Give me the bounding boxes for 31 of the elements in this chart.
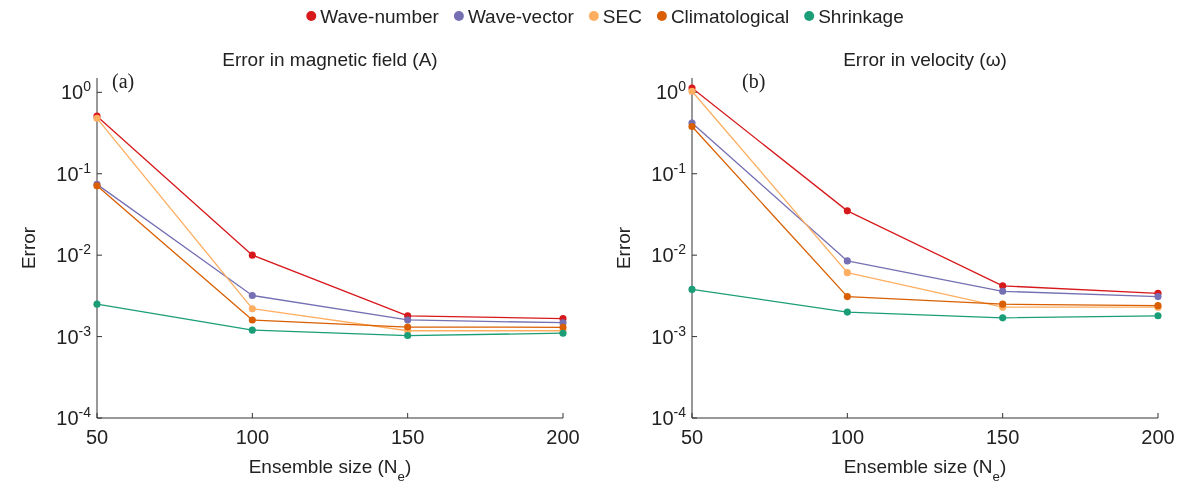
x-tick-label: 50 (680, 426, 704, 448)
y-tick-label: 10$^{-4}$ (651, 404, 687, 429)
x-tick-label: 200 (1141, 426, 1175, 448)
y-tick-label: 10$^{-1}$ (56, 159, 92, 185)
y-tick-label: 10$^{-3}$ (651, 322, 687, 348)
legend-label: Shrinkage (818, 5, 904, 27)
x-tick-label: 50 (85, 426, 109, 448)
y-tick-label: 10$^{-4}$ (56, 404, 92, 429)
y-tick-label: 10$^{-1}$ (651, 159, 687, 185)
legend-label: Wave-vector (467, 5, 575, 27)
x-tick-label: 150 (985, 426, 1020, 448)
x-tick-label: 100 (235, 426, 270, 448)
y-tick-label: 10$^{-3}$ (56, 322, 92, 348)
x-axis-title: Ensemble size (N$_{e}$) (843, 456, 1007, 484)
y-tick-label: 10$^{0}$ (655, 78, 687, 104)
chart-title: Error in magnetic field (A) (222, 49, 438, 70)
annotation: (a) (112, 70, 135, 93)
x-tick-label: 150 (390, 426, 425, 448)
y-tick-label: 10$^{-2}$ (651, 241, 687, 267)
legend-label: Climatological (670, 5, 790, 27)
chart-title: Error in velocity (ω) (843, 49, 1007, 70)
x-tick-label: 200 (546, 426, 580, 448)
y-axis-title: Error (613, 226, 634, 270)
y-tick-label: 10$^{0}$ (60, 78, 92, 104)
x-tick-label: 100 (830, 426, 865, 448)
annotation: (b) (742, 70, 766, 93)
y-axis-title: Error (18, 226, 39, 270)
legend-label: Wave-number (320, 5, 440, 27)
legend-label: SEC (602, 5, 642, 27)
y-tick-label: 10$^{-2}$ (56, 241, 92, 267)
x-axis-title: Ensemble size (N$_{e}$) (248, 456, 412, 484)
